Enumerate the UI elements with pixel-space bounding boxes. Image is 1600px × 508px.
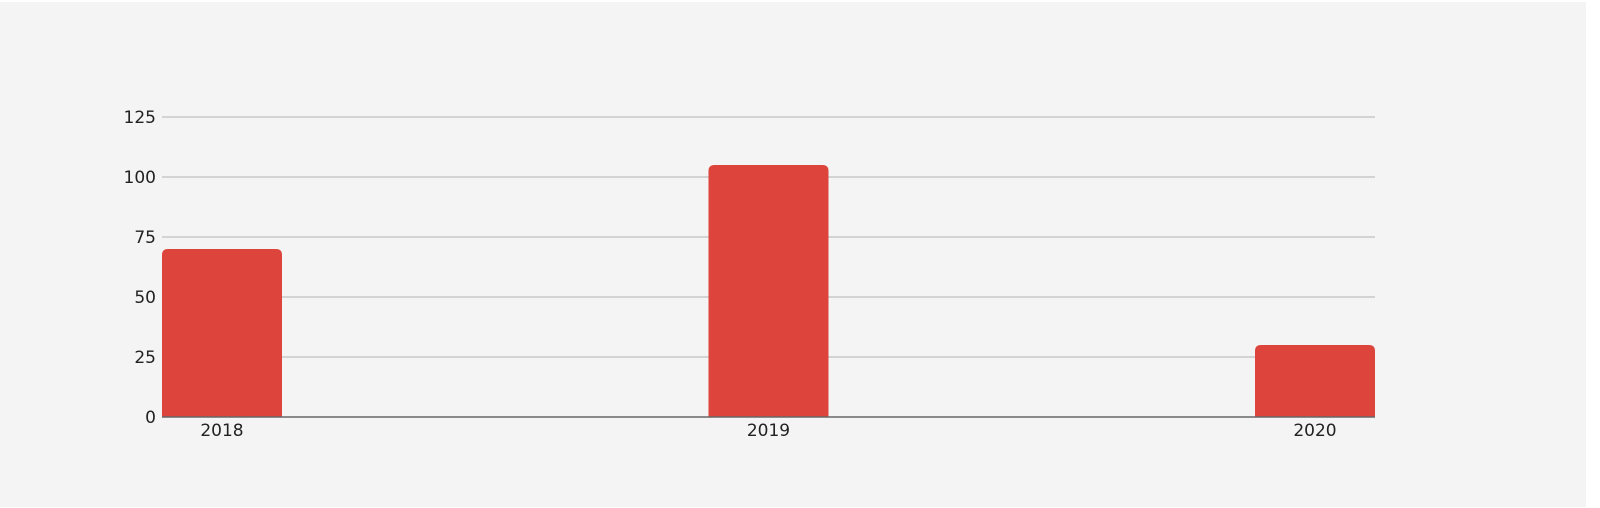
y-tick-label: 0 [145, 408, 156, 428]
x-axis-tick-labels: 2018 2019 2020 [200, 421, 1336, 441]
y-tick-label: 25 [134, 348, 156, 368]
bar-2018 [162, 249, 282, 417]
bars [162, 165, 1375, 417]
y-tick-label: 50 [134, 288, 156, 308]
y-tick-label: 75 [134, 228, 156, 248]
x-tick-label: 2019 [747, 421, 790, 441]
x-tick-label: 2020 [1293, 421, 1336, 441]
bar-2019 [708, 165, 829, 417]
x-tick-label: 2018 [200, 421, 243, 441]
y-tick-label: 125 [124, 108, 156, 128]
y-tick-label: 100 [124, 168, 156, 188]
y-axis-tick-labels: 0 25 50 75 100 125 [124, 108, 156, 428]
bar-2020 [1255, 345, 1375, 417]
